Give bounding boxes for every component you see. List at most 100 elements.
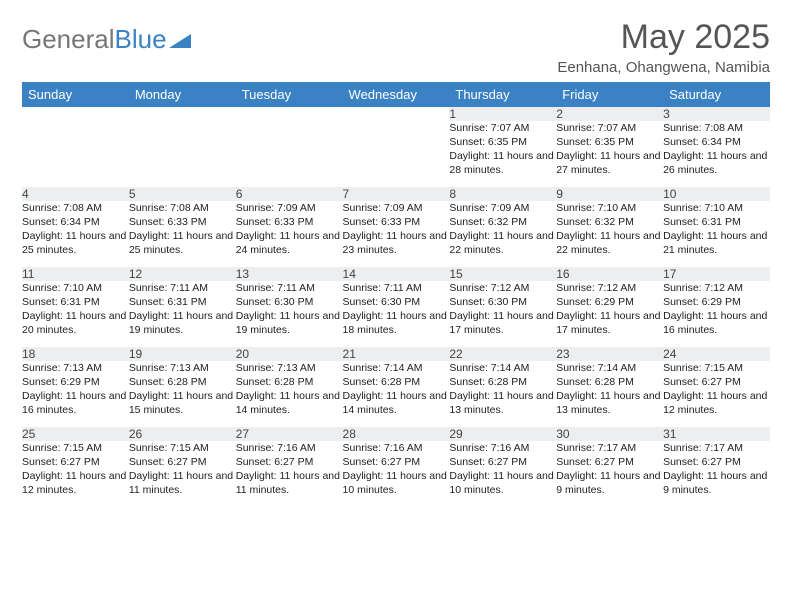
day-number-row: 45678910 [22, 187, 770, 201]
sunrise-line: Sunrise: 7:15 AM [663, 362, 743, 374]
day-detail-cell: Sunrise: 7:17 AMSunset: 6:27 PMDaylight:… [556, 441, 663, 507]
day-number-cell: 4 [22, 187, 129, 201]
sunrise-line: Sunrise: 7:14 AM [449, 362, 529, 374]
location-subtitle: Eenhana, Ohangwena, Namibia [557, 59, 770, 76]
day-detail-cell: Sunrise: 7:12 AMSunset: 6:29 PMDaylight:… [663, 281, 770, 347]
sunset-line: Sunset: 6:27 PM [22, 456, 100, 468]
day-number-cell: 14 [343, 267, 450, 281]
sunrise-line: Sunrise: 7:16 AM [343, 442, 423, 454]
sunset-line: Sunset: 6:33 PM [343, 216, 421, 228]
sunset-line: Sunset: 6:29 PM [22, 376, 100, 388]
day-detail-cell: Sunrise: 7:13 AMSunset: 6:28 PMDaylight:… [129, 361, 236, 427]
day-detail-cell: Sunrise: 7:07 AMSunset: 6:35 PMDaylight:… [556, 121, 663, 187]
day-detail-row: Sunrise: 7:08 AMSunset: 6:34 PMDaylight:… [22, 201, 770, 267]
sunset-line: Sunset: 6:31 PM [663, 216, 741, 228]
sunrise-line: Sunrise: 7:13 AM [22, 362, 102, 374]
day-number-cell: 3 [663, 107, 770, 121]
day-number-cell: 24 [663, 347, 770, 361]
day-detail-cell: Sunrise: 7:17 AMSunset: 6:27 PMDaylight:… [663, 441, 770, 507]
calendar-page: GeneralBlue May 2025 Eenhana, Ohangwena,… [0, 0, 792, 507]
sunset-line: Sunset: 6:32 PM [556, 216, 634, 228]
sunrise-line: Sunrise: 7:09 AM [236, 202, 316, 214]
day-detail-cell: Sunrise: 7:07 AMSunset: 6:35 PMDaylight:… [449, 121, 556, 187]
daylight-line: Daylight: 11 hours and 9 minutes. [663, 470, 767, 496]
logo-text-1: General [22, 24, 115, 55]
sunset-line: Sunset: 6:29 PM [663, 296, 741, 308]
day-number-row: 11121314151617 [22, 267, 770, 281]
sunrise-line: Sunrise: 7:11 AM [129, 282, 208, 294]
daylight-line: Daylight: 11 hours and 14 minutes. [343, 390, 447, 416]
sunset-line: Sunset: 6:34 PM [663, 136, 741, 148]
day-detail-row: Sunrise: 7:10 AMSunset: 6:31 PMDaylight:… [22, 281, 770, 347]
page-title: May 2025 [557, 18, 770, 57]
daylight-line: Daylight: 11 hours and 11 minutes. [129, 470, 233, 496]
day-detail-cell: Sunrise: 7:13 AMSunset: 6:28 PMDaylight:… [236, 361, 343, 427]
sunset-line: Sunset: 6:29 PM [556, 296, 634, 308]
daylight-line: Daylight: 11 hours and 24 minutes. [236, 230, 340, 256]
daylight-line: Daylight: 11 hours and 10 minutes. [343, 470, 447, 496]
daylight-line: Daylight: 11 hours and 27 minutes. [556, 150, 660, 176]
day-detail-cell: Sunrise: 7:08 AMSunset: 6:34 PMDaylight:… [663, 121, 770, 187]
sunrise-line: Sunrise: 7:12 AM [449, 282, 529, 294]
daylight-line: Daylight: 11 hours and 9 minutes. [556, 470, 660, 496]
day-detail-cell: Sunrise: 7:16 AM Sunset: 6:27 PM Daylight:… [343, 441, 450, 507]
sunrise-line: Sunrise: 7:07 AM [556, 122, 636, 134]
sunset-line: Sunset: 6:27 PM [129, 456, 207, 468]
day-detail-cell [129, 121, 236, 187]
day-detail-cell: Sunrise: 7:09 AMSunset: 6:33 PMDaylight:… [236, 201, 343, 267]
daylight-line: Daylight: 11 hours and 28 minutes. [449, 150, 553, 176]
sunset-line: Sunset: 6:27 PM [556, 456, 634, 468]
day-detail-cell: Sunrise: 7:10 AMSunset: 6:32 PMDaylight:… [556, 201, 663, 267]
sunset-line: Sunset: 6:27 PM [449, 456, 527, 468]
day-number-cell: 26 [129, 427, 236, 441]
day-number-cell: 30 [556, 427, 663, 441]
day-number-cell: 15 [449, 267, 556, 281]
logo-text-2: Blue [115, 24, 167, 55]
sunrise-line: Sunrise: 7:09 AM [449, 202, 529, 214]
day-detail-cell: Sunrise: 7:14 AMSunset: 6:28 PMDaylight:… [343, 361, 450, 427]
daylight-line: Daylight: 11 hours and 20 minutes. [22, 310, 126, 336]
sunrise-line: Sunrise: 7:14 AM [343, 362, 423, 374]
day-number-cell: 28 [343, 427, 450, 441]
sunrise-line: Sunrise: 7:13 AM [129, 362, 209, 374]
sunset-line: Sunset: 6:30 PM [449, 296, 527, 308]
sunrise-line: Sunrise: 7:11 AM [236, 282, 315, 294]
day-number-cell: 25 [22, 427, 129, 441]
sunrise-line: Sunrise: 7:10 AM [556, 202, 636, 214]
day-detail-row: Sunrise: 7:15 AMSunset: 6:27 PMDaylight:… [22, 441, 770, 507]
weekday-header: Thursday [449, 83, 556, 107]
daylight-line: Daylight: 11 hours and 17 minutes. [556, 310, 660, 336]
day-number-cell: 22 [449, 347, 556, 361]
daylight-line: Daylight: 11 hours and 19 minutes. [236, 310, 340, 336]
calendar-table: SundayMondayTuesdayWednesdayThursdayFrid… [22, 83, 770, 507]
sunset-line: Sunset: 6:28 PM [236, 376, 314, 388]
daylight-line: Daylight: 11 hours and 14 minutes. [236, 390, 340, 416]
sunset-line: Sunset: 6:28 PM [449, 376, 527, 388]
sunset-line: Sunset: 6:27 PM [663, 376, 741, 388]
day-detail-cell: Sunrise: 7:12 AMSunset: 6:29 PMDaylight:… [556, 281, 663, 347]
sunrise-line: Sunrise: 7:15 AM [129, 442, 209, 454]
day-detail-cell: Sunrise: 7:16 AMSunset: 6:27 PMDaylight:… [236, 441, 343, 507]
daylight-line: Daylight: 11 hours and 18 minutes. [343, 310, 447, 336]
day-detail-cell: Sunrise: 7:09 AMSunset: 6:33 PMDaylight:… [343, 201, 450, 267]
day-number-cell: 23 [556, 347, 663, 361]
sunset-line: Sunset: 6:27 PM [343, 456, 421, 468]
day-number-cell: 29 [449, 427, 556, 441]
day-number-cell: 13 [236, 267, 343, 281]
day-number-cell: 18 [22, 347, 129, 361]
sunset-line: Sunset: 6:30 PM [236, 296, 314, 308]
day-detail-cell: Sunrise: 7:14 AMSunset: 6:28 PMDaylight:… [449, 361, 556, 427]
sunset-line: Sunset: 6:33 PM [129, 216, 207, 228]
weekday-header: Tuesday [236, 83, 343, 107]
sunrise-line: Sunrise: 7:17 AM [663, 442, 743, 454]
sunrise-line: Sunrise: 7:07 AM [449, 122, 529, 134]
weekday-header: Wednesday [343, 83, 450, 107]
day-number-cell: 12 [129, 267, 236, 281]
sunrise-line: Sunrise: 7:16 AM [236, 442, 316, 454]
sunrise-line: Sunrise: 7:15 AM [22, 442, 102, 454]
day-detail-cell: Sunrise: 7:11 AMSunset: 6:30 PMDaylight:… [343, 281, 450, 347]
day-number-cell: 1 [449, 107, 556, 121]
day-number-cell [236, 107, 343, 121]
daylight-line: Daylight: 11 hours and 22 minutes. [449, 230, 553, 256]
day-number-cell: 11 [22, 267, 129, 281]
